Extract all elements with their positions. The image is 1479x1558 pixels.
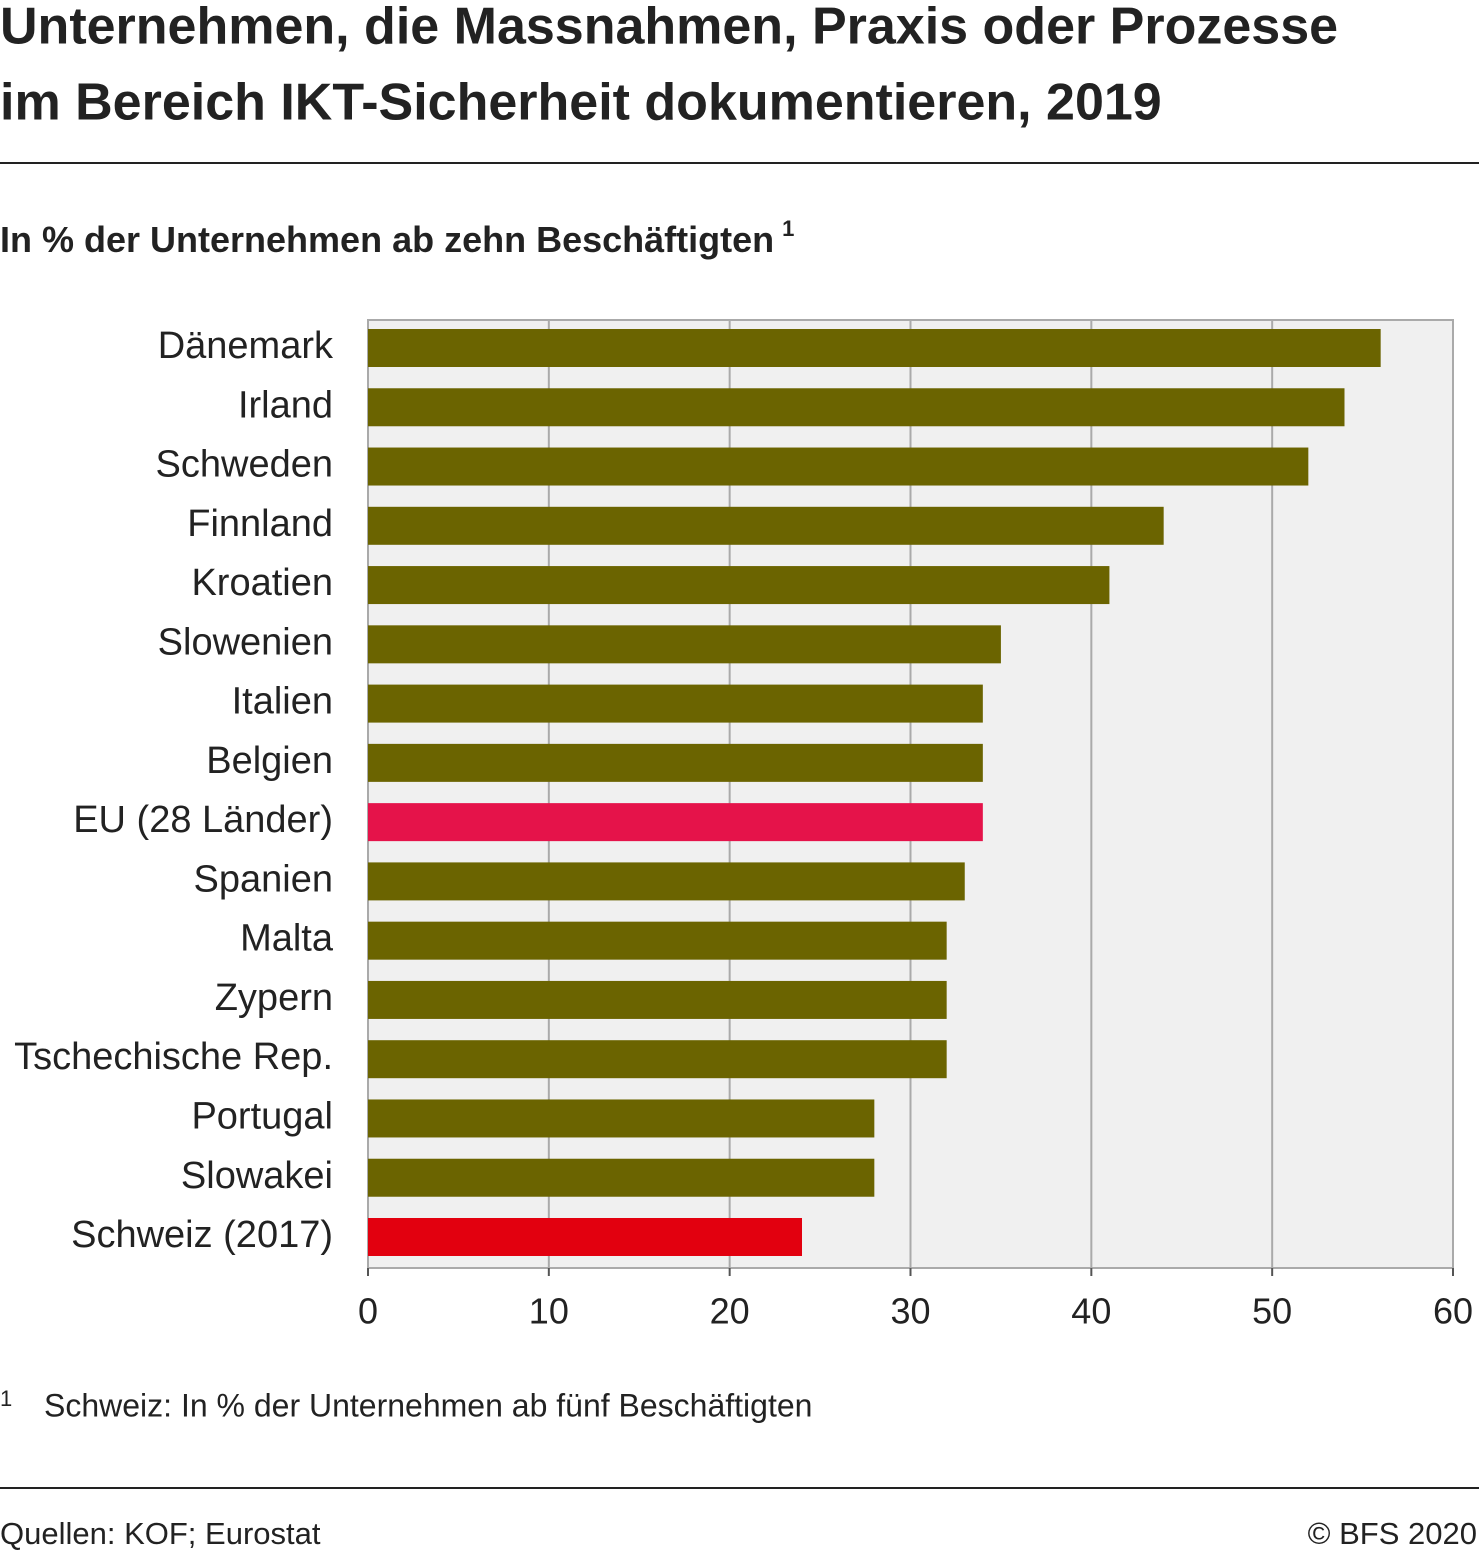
y-tick-label: Malta xyxy=(240,918,334,960)
bar xyxy=(368,447,1309,486)
bar xyxy=(368,1218,802,1256)
y-tick-label: Dänemark xyxy=(158,325,334,367)
y-tick-label: Slowenien xyxy=(158,621,333,663)
y-tick-label: Italien xyxy=(232,681,333,723)
subtitle-text: In % der Unternehmen ab zehn Beschäftigt… xyxy=(0,219,774,260)
bar xyxy=(368,625,1001,664)
subtitle-note: 1 xyxy=(782,216,794,241)
source: Quellen: KOF; Eurostat xyxy=(0,1516,321,1551)
y-tick-label: Schweiz (2017) xyxy=(71,1214,333,1256)
x-tick-label: 30 xyxy=(890,1291,930,1332)
bar xyxy=(368,1158,875,1197)
bar xyxy=(368,980,947,1019)
footnote: Schweiz: In % der Unternehmen ab fünf Be… xyxy=(44,1387,812,1423)
subtitle: In % der Unternehmen ab zehn Beschäftigt… xyxy=(0,216,794,260)
bar xyxy=(368,921,947,960)
bar xyxy=(368,506,1164,545)
y-tick-label: Finnland xyxy=(187,503,333,545)
bar xyxy=(368,329,1381,367)
bar xyxy=(368,1099,875,1138)
bar xyxy=(368,862,965,901)
bar xyxy=(368,1040,947,1079)
y-tick-label: Slowakei xyxy=(181,1155,333,1197)
y-tick-label: Tschechische Rep. xyxy=(14,1036,333,1078)
bar xyxy=(368,743,983,782)
x-tick-label: 40 xyxy=(1071,1291,1111,1332)
y-tick-label: Kroatien xyxy=(191,562,333,604)
y-tick-label: Belgien xyxy=(206,740,333,782)
y-tick-label: Zypern xyxy=(215,977,333,1019)
y-tick-label: Irland xyxy=(238,384,333,426)
y-tick-label: Portugal xyxy=(191,1095,333,1137)
x-tick-label: 10 xyxy=(529,1291,569,1332)
x-tick-label: 0 xyxy=(358,1291,378,1332)
chart-title: Unternehmen, die Massnahmen, Praxis oder… xyxy=(0,0,1338,56)
bar xyxy=(368,684,983,723)
x-tick-label: 60 xyxy=(1433,1291,1473,1332)
y-tick-label: Spanien xyxy=(194,858,333,900)
copyright: © BFS 2020 xyxy=(1308,1516,1477,1551)
footnote-marker: 1 xyxy=(0,1386,12,1411)
x-tick-label: 20 xyxy=(710,1291,750,1332)
y-tick-label: EU (28 Länder) xyxy=(73,799,333,841)
bar xyxy=(368,803,983,842)
x-tick-label: 50 xyxy=(1252,1291,1292,1332)
bar xyxy=(368,566,1110,605)
chart-title: im Bereich IKT-Sicherheit dokumentieren,… xyxy=(0,74,1162,132)
y-tick-label: Schweden xyxy=(156,444,333,486)
bar xyxy=(368,388,1345,427)
